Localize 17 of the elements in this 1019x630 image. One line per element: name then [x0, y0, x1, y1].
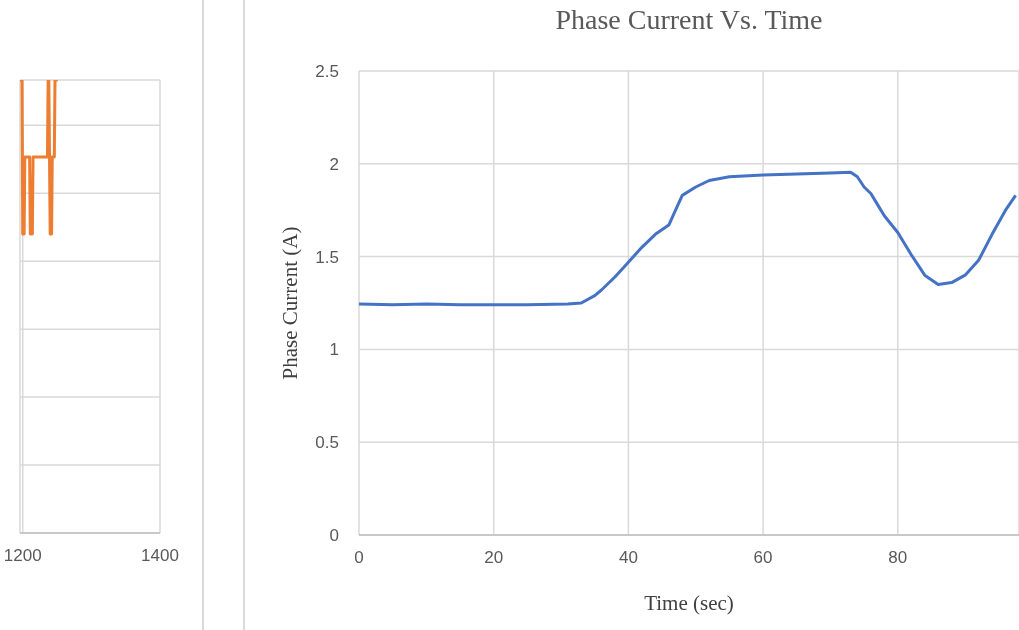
x-axis-title: Time (sec) — [644, 591, 734, 615]
line-series — [359, 170, 1018, 307]
y-tick-label: 1.5 — [315, 247, 339, 267]
x-tick-label: 20 — [484, 548, 504, 568]
y-axis-title: Phase Current (A) — [278, 226, 303, 380]
x-tick-label: 60 — [753, 548, 773, 568]
y-tick-label: 0 — [329, 526, 339, 546]
x-tick-label: 80 — [888, 548, 908, 568]
chart-title: Phase Current Vs. Time — [554, 4, 824, 36]
y-tick-label: 1 — [329, 340, 339, 360]
y-tick-label: 2.5 — [315, 62, 339, 82]
x-tick-label: 1400 — [141, 546, 179, 566]
x-tick-label: 40 — [618, 548, 638, 568]
x-tick-label: 1200 — [3, 546, 42, 566]
x-tick-label: 0 — [354, 548, 364, 568]
y-tick-label: 2 — [329, 154, 339, 174]
y-tick-label: 0.5 — [315, 433, 339, 453]
